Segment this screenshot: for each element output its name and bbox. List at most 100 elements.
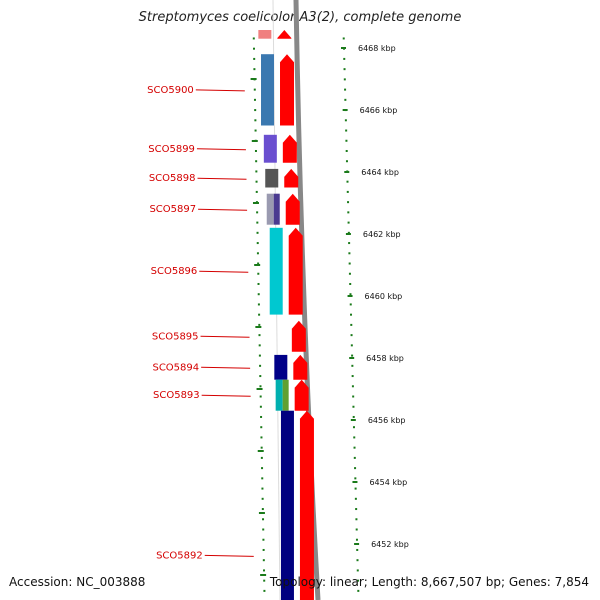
gene-arrow[interactable] <box>288 227 303 315</box>
gene-label-leader <box>198 208 248 211</box>
scale-tick-label: 6454 kbp <box>369 478 407 487</box>
gene-arrow[interactable] <box>284 168 299 188</box>
scale-ticks: 6468 kbp 6466 kbp 6464 kbp 6462 kbp 6460 kbp… <box>250 37 409 592</box>
scale-minor-tick <box>343 78 346 81</box>
left-ruler-tick <box>259 364 262 367</box>
gene-arrow[interactable] <box>294 379 309 411</box>
scale-minor-tick <box>353 436 356 439</box>
scale-minor-tick <box>351 354 354 357</box>
scale-minor-tick <box>357 589 360 592</box>
gene-label[interactable]: SCO5893 <box>153 390 200 401</box>
left-ruler-tick <box>254 119 257 122</box>
left-ruler-tick <box>252 47 255 50</box>
gene-label[interactable]: SCO5896 <box>151 266 198 277</box>
scale-minor-tick <box>351 375 354 378</box>
scale-minor-tick <box>342 47 345 50</box>
scale-minor-tick <box>355 528 358 531</box>
scale-minor-tick <box>353 456 356 459</box>
scale-minor-tick <box>343 68 346 71</box>
gene-arrow[interactable] <box>282 134 297 163</box>
gene-arrow[interactable] <box>293 354 308 380</box>
gene-feature-block <box>265 168 279 188</box>
scale-minor-tick <box>356 569 359 572</box>
left-ruler-tick <box>261 487 264 490</box>
scale-minor-tick <box>347 211 350 214</box>
left-ruler-tick <box>255 160 258 163</box>
gene-arrow[interactable] <box>285 193 300 225</box>
gene-label[interactable]: SCO5899 <box>148 144 195 155</box>
gene-label[interactable]: SCO5897 <box>149 204 196 215</box>
scale-tick-label: 6456 kbp <box>368 416 406 425</box>
left-ruler-tick <box>260 436 263 439</box>
scale-tick-label: 6468 kbp <box>358 44 396 53</box>
left-ruler-tick <box>262 548 265 551</box>
gene-label-leader <box>201 394 251 397</box>
scale-minor-tick <box>345 129 348 132</box>
scale-minor-tick <box>342 37 345 40</box>
scale-minor-tick <box>352 395 355 398</box>
scale-minor-tick <box>357 579 360 582</box>
left-ruler-tick <box>260 415 263 418</box>
gene-feature-block <box>261 54 275 126</box>
left-ruler-tick <box>258 323 261 326</box>
scale-minor-tick <box>356 548 359 551</box>
left-ruler-tick <box>257 272 260 275</box>
left-ruler-tick <box>255 170 258 173</box>
left-ruler-tick <box>262 538 265 541</box>
left-ruler-tick <box>254 149 257 152</box>
left-ruler-tick <box>253 57 256 60</box>
gene-arrow[interactable] <box>291 320 306 352</box>
scale-minor-tick <box>349 282 352 285</box>
gene-features <box>258 30 314 600</box>
gene-arrow[interactable] <box>280 54 295 126</box>
left-ruler-tick <box>261 477 264 480</box>
scale-minor-tick <box>350 323 353 326</box>
scale-minor-tick <box>347 201 350 204</box>
gene-label[interactable]: SCO5895 <box>152 331 199 342</box>
scale-minor-tick <box>355 508 358 511</box>
gene-label-leader <box>199 270 249 273</box>
left-ruler-tick <box>253 68 256 71</box>
gene-label[interactable]: SCO5900 <box>147 85 194 96</box>
left-ruler-tick <box>257 262 260 265</box>
left-ruler-tick <box>254 129 257 132</box>
gene-label[interactable]: SCO5892 <box>156 550 203 561</box>
left-ruler-tick <box>259 395 262 398</box>
gene-feature-block <box>275 379 283 411</box>
scale-minor-tick <box>346 180 349 183</box>
scale-minor-tick <box>355 518 358 521</box>
gene-labels: SCO5900 SCO5899 SCO5898 SCO5897 SCO5896 SCO58… <box>147 85 254 561</box>
gene-label-leader <box>204 554 254 557</box>
left-ruler-tick <box>261 467 264 470</box>
gene-label-leader <box>196 148 246 151</box>
left-ruler-tick <box>262 559 265 562</box>
genome-summary-text: Topology: linear; Length: 8,667,507 bp; … <box>269 575 589 589</box>
scale-minor-tick <box>352 405 355 408</box>
left-ruler-tick <box>263 569 266 572</box>
gene-feature-block <box>263 134 277 163</box>
scale-minor-tick <box>352 415 355 418</box>
scale-minor-tick <box>344 109 347 112</box>
scale-minor-tick <box>351 364 354 367</box>
gene-arrow[interactable] <box>299 410 314 600</box>
gene-arrow[interactable] <box>277 30 292 39</box>
left-ruler-tick <box>252 37 255 40</box>
left-ruler-tick <box>253 98 256 101</box>
scale-minor-tick <box>353 446 356 449</box>
left-ruler-tick <box>257 282 260 285</box>
left-ruler-tick <box>260 426 263 429</box>
left-ruler-tick <box>258 313 261 316</box>
gene-label[interactable]: SCO5898 <box>149 173 196 184</box>
gene-label[interactable]: SCO5894 <box>152 362 199 373</box>
scale-minor-tick <box>346 170 349 173</box>
scale-tick-label: 6460 kbp <box>365 292 403 301</box>
left-ruler-tick <box>257 303 260 306</box>
gene-feature-subblock <box>273 193 280 225</box>
gene-label-leader <box>195 89 245 92</box>
scale-minor-tick <box>345 139 348 142</box>
gene-feature-block <box>258 30 272 39</box>
left-ruler-tick <box>257 293 260 296</box>
accession-text: Accession: NC_003888 <box>9 575 146 589</box>
gene-label-leader <box>197 177 247 180</box>
